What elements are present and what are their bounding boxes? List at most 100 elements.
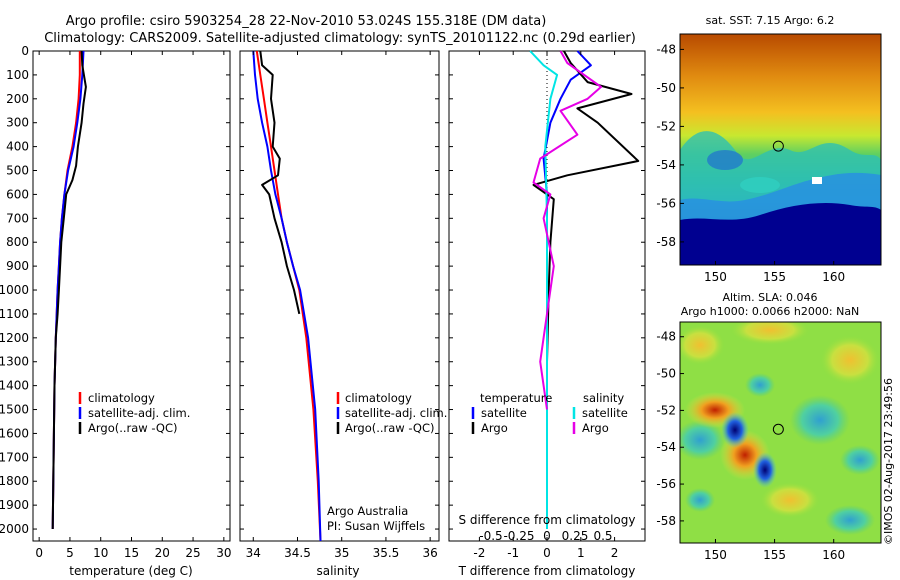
depth-tick-label: 0 xyxy=(21,44,29,58)
legend-label-satellite: satellite-adj. clim. xyxy=(88,406,190,420)
legend-label-satellite: satellite-adj. clim. xyxy=(345,406,447,420)
temperature-series-satellite-adj-clim xyxy=(51,50,85,530)
difference-xtick-label: 1 xyxy=(577,546,585,560)
salinity-series-argo-raw-qc xyxy=(259,50,301,315)
map-ytick-label: -56 xyxy=(656,196,676,210)
depth-tick-label: 300 xyxy=(6,116,29,130)
difference-plot xyxy=(529,50,640,541)
sst-field xyxy=(680,34,881,265)
map-ytick-label: -58 xyxy=(656,514,676,528)
legend-label-t-satellite: satellite xyxy=(481,406,527,420)
legend-label-s-argo: Argo xyxy=(582,421,609,435)
map-ytick-label: -58 xyxy=(656,235,676,249)
salinity-xtick-label: 34 xyxy=(246,546,261,560)
salinity-series-climatology xyxy=(255,50,322,542)
temperature-xtick-label: 20 xyxy=(155,546,170,560)
map-ytick-label: -52 xyxy=(656,119,676,133)
legend-heading-salinity: salinity xyxy=(583,391,624,405)
s-difference-tick-label: 0 xyxy=(543,529,551,543)
temperature-xtick-label: 30 xyxy=(216,546,231,560)
map-xtick-label: 150 xyxy=(704,270,727,284)
temperature-xtick-label: 10 xyxy=(93,546,108,560)
depth-tick-label: 700 xyxy=(6,211,29,225)
sst-profile-marker xyxy=(772,140,784,152)
depth-tick-label: 800 xyxy=(6,235,29,249)
sla-map: Altim. SLA: 0.046 Argo h1000: 0.0066 h20… xyxy=(656,291,882,562)
legend-label-argo: Argo(..raw -QC) xyxy=(88,421,178,435)
salinity-legend: climatology satellite-adj. clim. Argo(..… xyxy=(327,391,447,533)
difference-legend: temperature satellite Argo salinity sate… xyxy=(471,391,628,435)
difference-xtick-label: 0 xyxy=(543,546,551,560)
sla-map-frame xyxy=(679,321,882,544)
salinity-xtick-label: 35 xyxy=(334,546,349,560)
map-ytick-label: -48 xyxy=(656,42,676,56)
depth-tick-label: 1900 xyxy=(0,498,29,512)
map-ytick-label: -54 xyxy=(656,158,676,172)
map-ytick-label: -56 xyxy=(656,477,676,491)
map-xtick-label: 160 xyxy=(822,548,845,562)
temperature-xtick-label: 15 xyxy=(124,546,139,560)
temperature-xtick-label: 5 xyxy=(66,546,74,560)
depth-tick-label: 500 xyxy=(6,164,29,178)
depth-tick-label: 600 xyxy=(6,187,29,201)
temperature-series-argo-raw-qc xyxy=(51,50,87,530)
depth-tick-label: 100 xyxy=(6,68,29,82)
difference-series-temperature-argo xyxy=(532,50,640,410)
temperature-plot xyxy=(51,50,87,530)
salinity-series-satellite-adj-clim xyxy=(252,50,322,542)
sla-map-subtitle: Argo h1000: 0.0066 h2000: NaN xyxy=(681,305,860,318)
s-difference-tick-label: -0.5 xyxy=(479,529,502,543)
difference-series-salinity-satellite xyxy=(529,50,559,529)
depth-tick-label: 1800 xyxy=(0,474,29,488)
depth-tick-label: 1400 xyxy=(0,379,29,393)
map-ytick-label: -50 xyxy=(656,367,676,381)
title-line-2: Climatology: CARS2009. Satellite-adjuste… xyxy=(44,31,636,46)
map-ytick-label: -50 xyxy=(656,81,676,95)
depth-tick-label: 2000 xyxy=(0,522,29,536)
depth-tick-label: 1300 xyxy=(0,355,29,369)
depth-tick-label: 900 xyxy=(6,259,29,273)
legend-label-argo: Argo(..raw -QC) xyxy=(345,421,435,435)
legend-label-t-argo: Argo xyxy=(481,421,508,435)
map-xtick-label: 155 xyxy=(763,270,786,284)
map-ytick-label: -54 xyxy=(656,440,676,454)
sla-map-ticks: 150 155 160 -48 -50 -52 -54 -56 -58 xyxy=(656,330,845,562)
difference-xlabel: T difference from climatology xyxy=(458,564,636,578)
depth-tick-label: 1100 xyxy=(0,307,29,321)
legend-heading-temperature: temperature xyxy=(480,391,552,405)
depth-tick-label: 400 xyxy=(6,140,29,154)
credit-argo-australia: Argo Australia xyxy=(327,504,408,518)
difference-top-xlabel: S difference from climatology xyxy=(459,513,636,527)
watermark: ©IMOS 02-Aug-2017 23:49:56 xyxy=(882,378,895,545)
map-ytick-label: -52 xyxy=(656,403,676,417)
title-line-1: Argo profile: csiro 5903254_28 22-Nov-20… xyxy=(66,14,547,29)
depth-tick-label: 200 xyxy=(6,92,29,106)
legend-label-climatology: climatology xyxy=(345,391,412,405)
salinity-xtick-label: 36 xyxy=(423,546,438,560)
salinity-xtick-label: 34.5 xyxy=(284,546,311,560)
axis-ticks: 0 5 10 15 20 25 300100200300400500600700800900… xyxy=(0,44,645,560)
legend-label-climatology: climatology xyxy=(88,391,155,405)
salinity-xtick-label: 35.5 xyxy=(373,546,400,560)
difference-xtick-label: 2 xyxy=(611,546,619,560)
temperature-legend: climatology satellite-adj. clim. Argo(..… xyxy=(78,391,190,435)
s-difference-tick-label: 0.25 xyxy=(562,529,589,543)
depth-tick-label: 1500 xyxy=(0,403,29,417)
sst-map-title: sat. SST: 7.15 Argo: 6.2 xyxy=(706,14,835,27)
salinity-axes xyxy=(239,50,440,542)
legend-label-s-satellite: satellite xyxy=(582,406,628,420)
map-xtick-label: 150 xyxy=(704,548,727,562)
map-ytick-label: -48 xyxy=(656,330,676,344)
difference-series-salinity-argo xyxy=(532,50,603,410)
s-difference-tick-label: -0.25 xyxy=(503,529,534,543)
temperature-axes xyxy=(32,50,231,542)
map-xtick-label: 155 xyxy=(763,548,786,562)
salinity-plot xyxy=(252,50,322,542)
sla-field xyxy=(680,322,881,543)
sst-map-ticks: 150 155 160 -48 -50 -52 -54 -56 -58 xyxy=(656,42,845,284)
s-difference-tick-label: 0.5 xyxy=(593,529,612,543)
temperature-xtick-label: 0 xyxy=(35,546,43,560)
credit-pi: PI: Susan Wijffels xyxy=(327,519,425,533)
sst-map: sat. SST: 7.15 Argo: 6.2 150 155 160 -48 -50… xyxy=(656,14,882,284)
